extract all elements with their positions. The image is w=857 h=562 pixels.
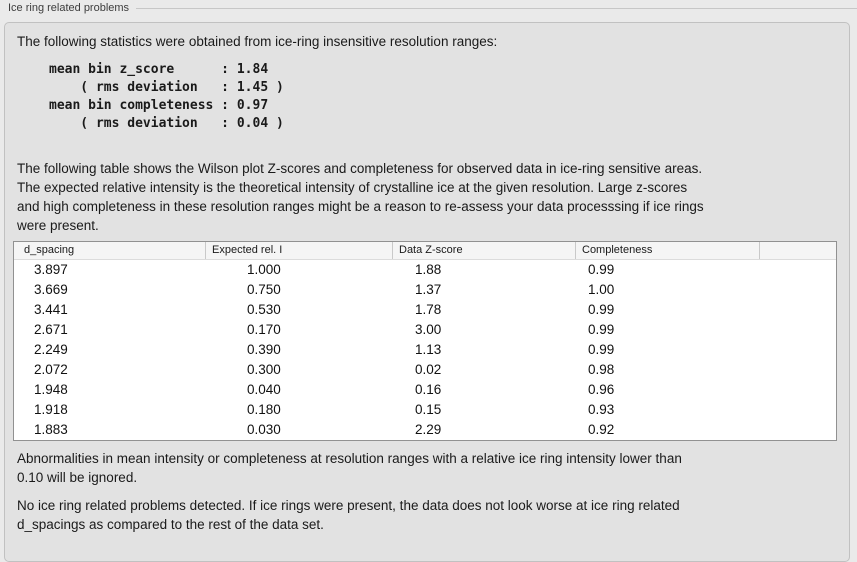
cell-expected-rel-i: 0.750 [247, 282, 281, 297]
cell-data-z-score: 2.29 [415, 422, 442, 437]
cell-completeness: 0.99 [588, 322, 615, 337]
column-header-d-spacing[interactable]: d_spacing [24, 244, 75, 256]
cell-d-spacing: 3.441 [34, 302, 68, 317]
cell-expected-rel-i: 1.000 [247, 262, 281, 277]
cell-completeness: 0.93 [588, 402, 615, 417]
ice-ring-group-panel: The following statistics were obtained f… [4, 22, 850, 562]
cell-expected-rel-i: 0.530 [247, 302, 281, 317]
table-row[interactable]: 2.249 0.390 1.13 0.99 [14, 340, 836, 360]
table-row[interactable]: 1.948 0.040 0.16 0.96 [14, 380, 836, 400]
column-header-completeness[interactable]: Completeness [575, 242, 759, 259]
cell-filler [759, 320, 836, 340]
cell-data-z-score: 0.02 [415, 362, 442, 377]
cell-completeness: 0.96 [588, 382, 615, 397]
cell-completeness: 0.99 [588, 342, 615, 357]
cell-filler [759, 420, 836, 440]
cell-filler [759, 260, 836, 280]
table-row[interactable]: 1.918 0.180 0.15 0.93 [14, 400, 836, 420]
table-row[interactable]: 3.897 1.000 1.88 0.99 [14, 260, 836, 280]
description-text: The following table shows the Wilson plo… [17, 161, 704, 233]
table-row[interactable]: 3.441 0.530 1.78 0.99 [14, 300, 836, 320]
cell-d-spacing: 3.897 [34, 262, 68, 277]
cell-completeness: 0.99 [588, 262, 615, 277]
cell-data-z-score: 1.37 [415, 282, 442, 297]
cell-d-spacing: 1.948 [34, 382, 68, 397]
conclusion-note: No ice ring related problems detected. I… [17, 498, 680, 532]
cell-expected-rel-i: 0.030 [247, 422, 281, 437]
ice-ring-report-screen: { "group": { "title": "Ice ring related … [4, 1, 857, 562]
cell-expected-rel-i: 0.170 [247, 322, 281, 337]
cell-expected-rel-i: 0.300 [247, 362, 281, 377]
cell-data-z-score: 3.00 [415, 322, 442, 337]
cell-filler [759, 380, 836, 400]
cell-data-z-score: 1.78 [415, 302, 442, 317]
column-header-expected-rel-i[interactable]: Expected rel. I [205, 242, 392, 259]
abnormalities-note: Abnormalities in mean intensity or compl… [17, 451, 682, 485]
cell-filler [759, 400, 836, 420]
cell-completeness: 1.00 [588, 282, 615, 297]
cell-d-spacing: 2.249 [34, 342, 68, 357]
group-title: Ice ring related problems [8, 2, 130, 14]
ice-ring-table: d_spacing Expected rel. I Data Z-score Comp… [13, 241, 837, 441]
cell-completeness: 0.98 [588, 362, 615, 377]
cell-d-spacing: 1.883 [34, 422, 68, 437]
stats-block: mean bin z_score : 1.84 ( rms deviation … [49, 62, 284, 131]
cell-completeness: 0.92 [588, 422, 615, 437]
cell-d-spacing: 2.671 [34, 322, 68, 337]
table-body: 3.897 1.000 1.88 0.99 3.669 0.750 1.37 1.00 3.44… [14, 260, 836, 440]
groupbox-header: Ice ring related problems [8, 1, 857, 15]
cell-filler [759, 340, 836, 360]
cell-filler [759, 360, 836, 380]
cell-expected-rel-i: 0.390 [247, 342, 281, 357]
column-header-data-z-score[interactable]: Data Z-score [392, 242, 575, 259]
table-row[interactable]: 1.883 0.030 2.29 0.92 [14, 420, 836, 440]
table-row[interactable]: 2.671 0.170 3.00 0.99 [14, 320, 836, 340]
group-divider-line [136, 7, 857, 9]
cell-data-z-score: 1.88 [415, 262, 442, 277]
intro-text: The following statistics were obtained f… [17, 34, 498, 49]
column-header-filler [759, 242, 836, 259]
cell-data-z-score: 0.15 [415, 402, 442, 417]
table-header-row: d_spacing Expected rel. I Data Z-score Comp… [14, 242, 836, 260]
cell-d-spacing: 2.072 [34, 362, 68, 377]
cell-expected-rel-i: 0.180 [247, 402, 281, 417]
cell-data-z-score: 0.16 [415, 382, 442, 397]
table-row[interactable]: 2.072 0.300 0.02 0.98 [14, 360, 836, 380]
cell-d-spacing: 1.918 [34, 402, 68, 417]
cell-d-spacing: 3.669 [34, 282, 68, 297]
cell-completeness: 0.99 [588, 302, 615, 317]
table-row[interactable]: 3.669 0.750 1.37 1.00 [14, 280, 836, 300]
cell-data-z-score: 1.13 [415, 342, 442, 357]
cell-expected-rel-i: 0.040 [247, 382, 281, 397]
cell-filler [759, 280, 836, 300]
cell-filler [759, 300, 836, 320]
